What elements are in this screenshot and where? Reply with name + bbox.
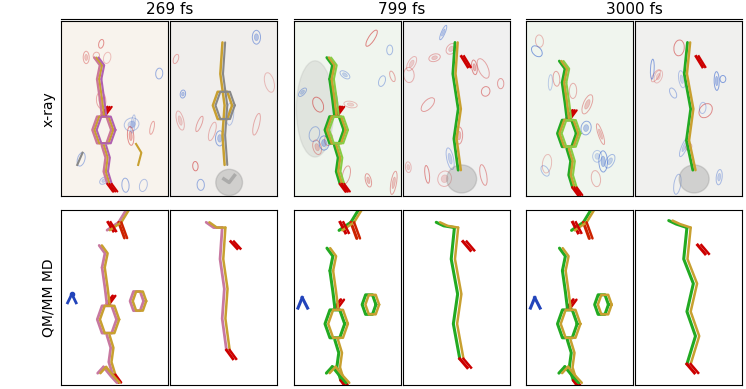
Ellipse shape <box>432 56 437 60</box>
Ellipse shape <box>392 177 395 189</box>
Ellipse shape <box>441 175 448 182</box>
Text: x-ray: x-ray <box>41 91 55 127</box>
Ellipse shape <box>347 103 354 106</box>
Ellipse shape <box>218 135 222 142</box>
Ellipse shape <box>473 64 476 71</box>
Ellipse shape <box>682 142 687 152</box>
Text: 3000 fs: 3000 fs <box>606 2 662 17</box>
Ellipse shape <box>409 60 414 67</box>
Ellipse shape <box>178 116 182 125</box>
Text: 269 fs: 269 fs <box>145 2 193 17</box>
Ellipse shape <box>585 100 590 109</box>
Ellipse shape <box>680 75 683 84</box>
Ellipse shape <box>181 92 184 96</box>
Ellipse shape <box>128 121 135 128</box>
Ellipse shape <box>315 144 319 151</box>
Ellipse shape <box>457 131 461 140</box>
Ellipse shape <box>679 165 709 193</box>
Ellipse shape <box>301 90 304 95</box>
Ellipse shape <box>447 165 477 193</box>
Ellipse shape <box>85 54 88 61</box>
Ellipse shape <box>442 29 445 36</box>
Text: QM/MM MD: QM/MM MD <box>41 258 55 337</box>
Ellipse shape <box>98 96 104 105</box>
Ellipse shape <box>656 74 660 80</box>
Ellipse shape <box>583 124 589 131</box>
Ellipse shape <box>595 153 600 159</box>
Ellipse shape <box>601 156 605 167</box>
Ellipse shape <box>407 165 410 170</box>
Ellipse shape <box>367 177 370 184</box>
Ellipse shape <box>333 93 336 104</box>
Ellipse shape <box>254 34 258 41</box>
Ellipse shape <box>448 153 452 164</box>
Ellipse shape <box>342 73 348 77</box>
Ellipse shape <box>101 179 106 182</box>
Ellipse shape <box>129 131 132 141</box>
Text: 799 fs: 799 fs <box>378 2 425 17</box>
Ellipse shape <box>296 61 333 157</box>
Ellipse shape <box>228 109 232 120</box>
Ellipse shape <box>132 119 134 128</box>
Ellipse shape <box>448 46 454 52</box>
Ellipse shape <box>718 173 721 181</box>
Ellipse shape <box>216 169 242 196</box>
Ellipse shape <box>715 76 718 86</box>
Ellipse shape <box>598 129 603 139</box>
Ellipse shape <box>607 158 612 165</box>
Ellipse shape <box>687 145 690 149</box>
Ellipse shape <box>322 139 327 147</box>
